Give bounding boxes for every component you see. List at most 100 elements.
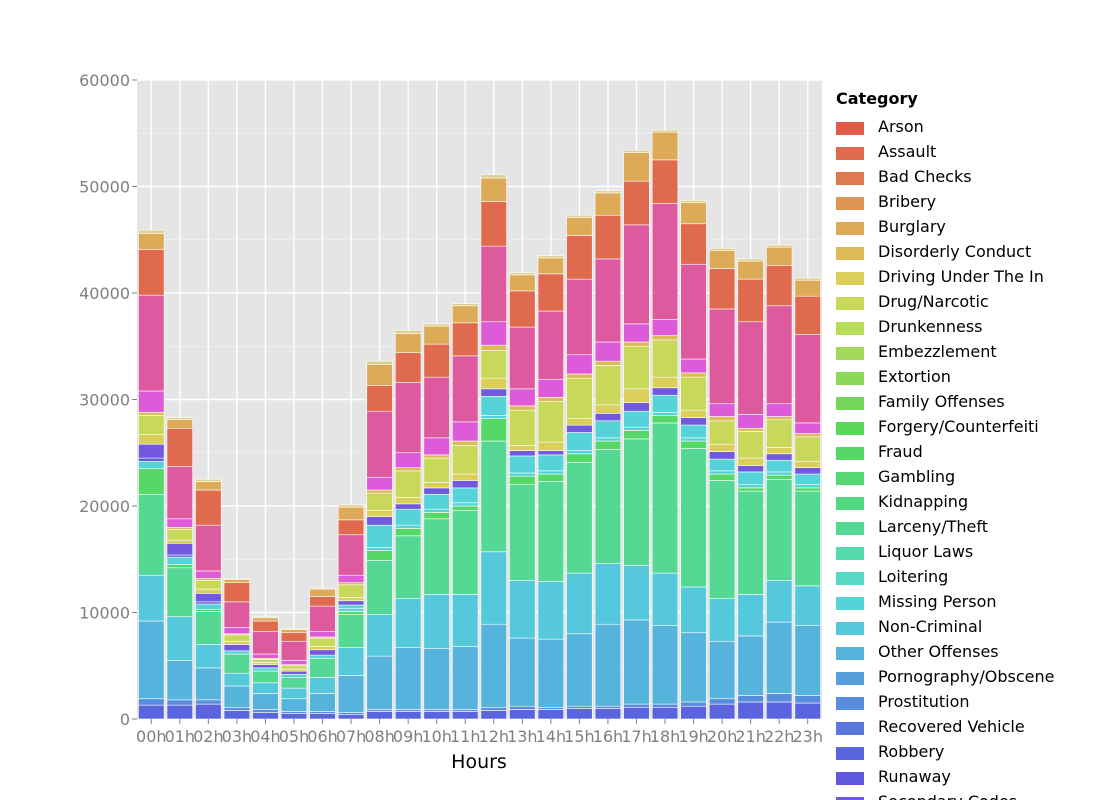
bar-segment <box>252 659 279 663</box>
bar-segment <box>452 646 479 710</box>
legend-swatch <box>836 622 864 635</box>
bar-segment <box>366 711 393 720</box>
legend-swatch <box>836 797 864 800</box>
bar-segment <box>680 701 707 707</box>
bar-segment <box>708 308 736 405</box>
legend-swatch <box>836 322 864 335</box>
bar-segment <box>138 411 165 416</box>
bar-segment <box>623 388 650 403</box>
bar-segment <box>794 487 821 492</box>
bar-segment <box>651 376 679 389</box>
bar-segment <box>766 419 793 448</box>
bar-segment <box>566 377 593 419</box>
bar-segment <box>366 476 393 491</box>
bar-segment <box>766 459 793 473</box>
bar-segment <box>423 711 450 720</box>
bar-segment <box>252 693 279 710</box>
bar-segment <box>138 390 165 413</box>
legend-label: Arson <box>878 117 924 136</box>
bar-segment <box>252 664 279 669</box>
bar-segment <box>680 409 707 418</box>
bar-segment <box>452 509 479 595</box>
bar-segment <box>708 703 736 720</box>
bar-segment <box>395 524 422 529</box>
bar-segment <box>566 633 593 707</box>
bar-segment <box>708 268 736 310</box>
bar-segment <box>480 623 507 708</box>
bar-segment <box>766 244 793 248</box>
bar-segment <box>452 440 479 446</box>
bar-segment <box>766 265 793 307</box>
bar-segment <box>794 277 821 281</box>
bar-segment <box>252 616 279 619</box>
bar-segment <box>794 467 821 475</box>
bar-segment <box>337 584 365 598</box>
legend-label: Gambling <box>878 467 955 486</box>
bar-segment <box>138 294 165 392</box>
bar-segment <box>423 512 450 520</box>
bar-segment <box>337 712 365 716</box>
bar-segment <box>423 325 450 345</box>
bar-segment <box>794 279 821 297</box>
bar-segment <box>708 451 736 460</box>
bar-segment <box>537 401 564 443</box>
bar-segment <box>366 360 393 365</box>
bar-segment <box>138 468 165 495</box>
bar-segment <box>623 619 650 705</box>
legend-swatch <box>836 297 864 310</box>
bar-segment <box>566 235 593 280</box>
legend-swatch <box>836 547 864 560</box>
bar-segment <box>708 458 736 472</box>
bar-segment <box>794 334 821 424</box>
bar-segment <box>166 427 193 467</box>
bar-segment <box>509 405 536 411</box>
bar-segment <box>680 263 707 360</box>
bar-segment <box>195 524 222 572</box>
legend-label: Bad Checks <box>878 167 972 186</box>
bar-segment <box>566 354 593 375</box>
bar-segment <box>537 397 564 402</box>
x-tick-label: 02h <box>193 727 224 746</box>
legend-label: Fraud <box>878 442 923 461</box>
legend-label: Secondary Codes <box>878 792 1017 800</box>
bar-segment <box>138 704 165 720</box>
legend-swatch <box>836 522 864 535</box>
legend-swatch <box>836 647 864 660</box>
bar-segment <box>337 607 365 612</box>
x-tick-label: 16h <box>593 727 624 746</box>
bar-segment <box>480 321 507 346</box>
bar-segment <box>680 586 707 634</box>
bar-segment <box>452 709 479 712</box>
bar-segment <box>480 344 507 351</box>
bar-segment <box>623 430 650 440</box>
bar-segment <box>366 524 393 548</box>
bar-segment <box>708 403 736 417</box>
bar-segment <box>509 709 536 720</box>
bar-segment <box>509 472 536 477</box>
bar-segment <box>594 365 622 406</box>
bar-segment <box>651 131 679 161</box>
bar-segment <box>623 438 650 566</box>
bar-segment <box>594 708 622 720</box>
x-tick-label: 21h <box>735 727 766 746</box>
legend-label: Driving Under The In <box>878 267 1044 286</box>
bar-segment <box>223 582 251 603</box>
bar-segment <box>766 693 793 703</box>
bar-segment <box>680 202 707 225</box>
bar-segment <box>708 470 736 475</box>
bar-segment <box>366 516 393 526</box>
bar-segment <box>537 378 564 398</box>
bar-segment <box>509 409 536 446</box>
bar-segment <box>423 323 450 327</box>
bar-segment <box>566 432 593 451</box>
y-tick-label: 30000 <box>79 391 130 410</box>
bar-segment <box>651 394 679 413</box>
bar-segment <box>395 598 422 648</box>
bar-segment <box>166 542 193 556</box>
bar-segment <box>594 440 622 450</box>
bar-segment <box>651 411 679 416</box>
bar-segment <box>309 646 336 651</box>
bar-segment <box>138 620 165 700</box>
bar-segment <box>195 588 222 594</box>
bar-segment <box>651 572 679 626</box>
